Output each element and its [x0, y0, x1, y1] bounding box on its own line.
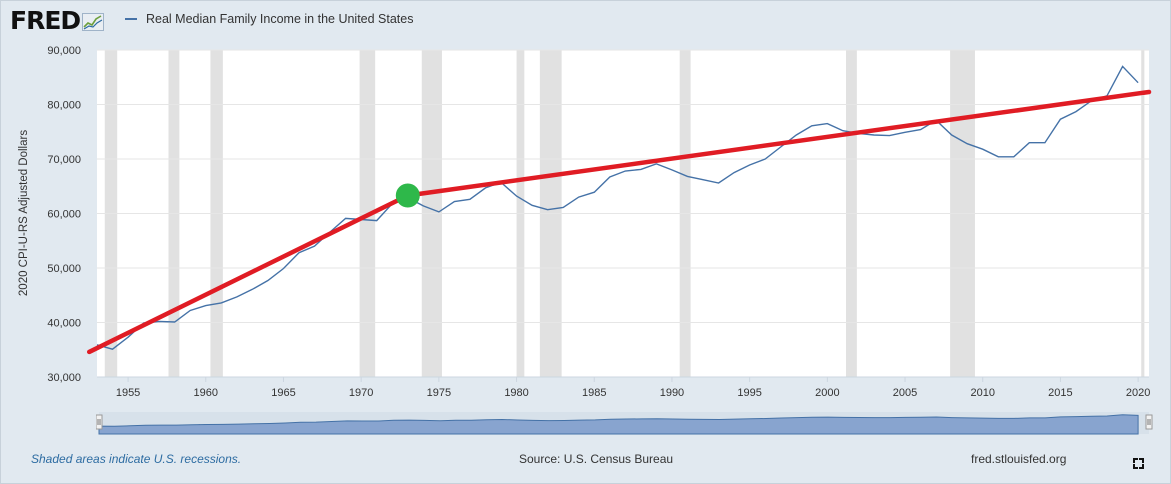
fullscreen-icon[interactable]	[1133, 458, 1144, 469]
trend-line	[86, 193, 411, 355]
navigator-handle-right[interactable]	[1145, 414, 1153, 430]
x-tick-label: 1975	[427, 387, 451, 399]
series-lines	[96, 65, 1139, 350]
legend-swatch	[125, 18, 137, 20]
drag-handle-icon[interactable]	[96, 414, 103, 430]
marker-dot	[395, 183, 420, 208]
chart-legend[interactable]: Real Median Family Income in the United …	[125, 12, 414, 26]
y-tick-label: 80,000	[47, 100, 81, 112]
site-link[interactable]: fred.stlouisfed.org	[971, 452, 1067, 466]
y-tick-label: 90,000	[47, 45, 81, 57]
navigator-area	[98, 414, 1139, 435]
x-tick-label: 2010	[970, 387, 994, 399]
x-tick-label: 1960	[194, 387, 218, 399]
drag-handle-icon[interactable]	[1145, 414, 1153, 430]
line-chart: 30,000 40,000 50,000 60,000 70,000 80,000 90,0…	[18, 45, 1152, 399]
x-tick-label: 1955	[116, 387, 140, 399]
y-axis-ticks: 30,000 40,000 50,000 60,000 70,000 80,000 90,0…	[47, 45, 81, 384]
recessions-note: Shaded areas indicate U.S. recessions.	[31, 452, 242, 466]
y-tick-label: 50,000	[47, 263, 81, 275]
y-axis-label: 2020 CPI-U-RS Adjusted Dollars	[18, 130, 30, 296]
x-tick-label: 2020	[1126, 387, 1150, 399]
chart-graph-icon	[82, 12, 105, 31]
x-tick-label: 1990	[660, 387, 684, 399]
x-tick-label: 1980	[504, 387, 528, 399]
gridlines	[97, 49, 1149, 378]
navigator-handle-left[interactable]	[96, 414, 103, 430]
source-text: Source: U.S. Census Bureau	[519, 452, 674, 466]
legend-label: Real Median Family Income in the United …	[146, 12, 414, 26]
range-navigator[interactable]: 196019701980199020002010	[96, 410, 1157, 436]
annotations	[86, 89, 1152, 355]
y-tick-label: 40,000	[47, 318, 81, 330]
series-line	[96, 65, 1139, 350]
x-tick-label: 2005	[893, 387, 917, 399]
y-tick-label: 60,000	[47, 209, 81, 221]
logo-text: FRED	[10, 6, 81, 35]
x-tick-label: 2000	[815, 387, 839, 399]
x-tick-label: 1995	[737, 387, 761, 399]
y-tick-label: 30,000	[47, 372, 81, 384]
fred-logo[interactable]: FRED	[10, 6, 105, 35]
trend-line	[405, 89, 1152, 198]
x-tick-label: 2015	[1048, 387, 1072, 399]
x-tick-label: 1965	[271, 387, 295, 399]
x-axis-ticks: 1955 1960 1965 1970 1975 1980 1985 1990 1995 2000…	[116, 377, 1150, 399]
x-tick-label: 1985	[582, 387, 606, 399]
y-tick-label: 70,000	[47, 154, 81, 166]
x-tick-label: 1970	[349, 387, 373, 399]
